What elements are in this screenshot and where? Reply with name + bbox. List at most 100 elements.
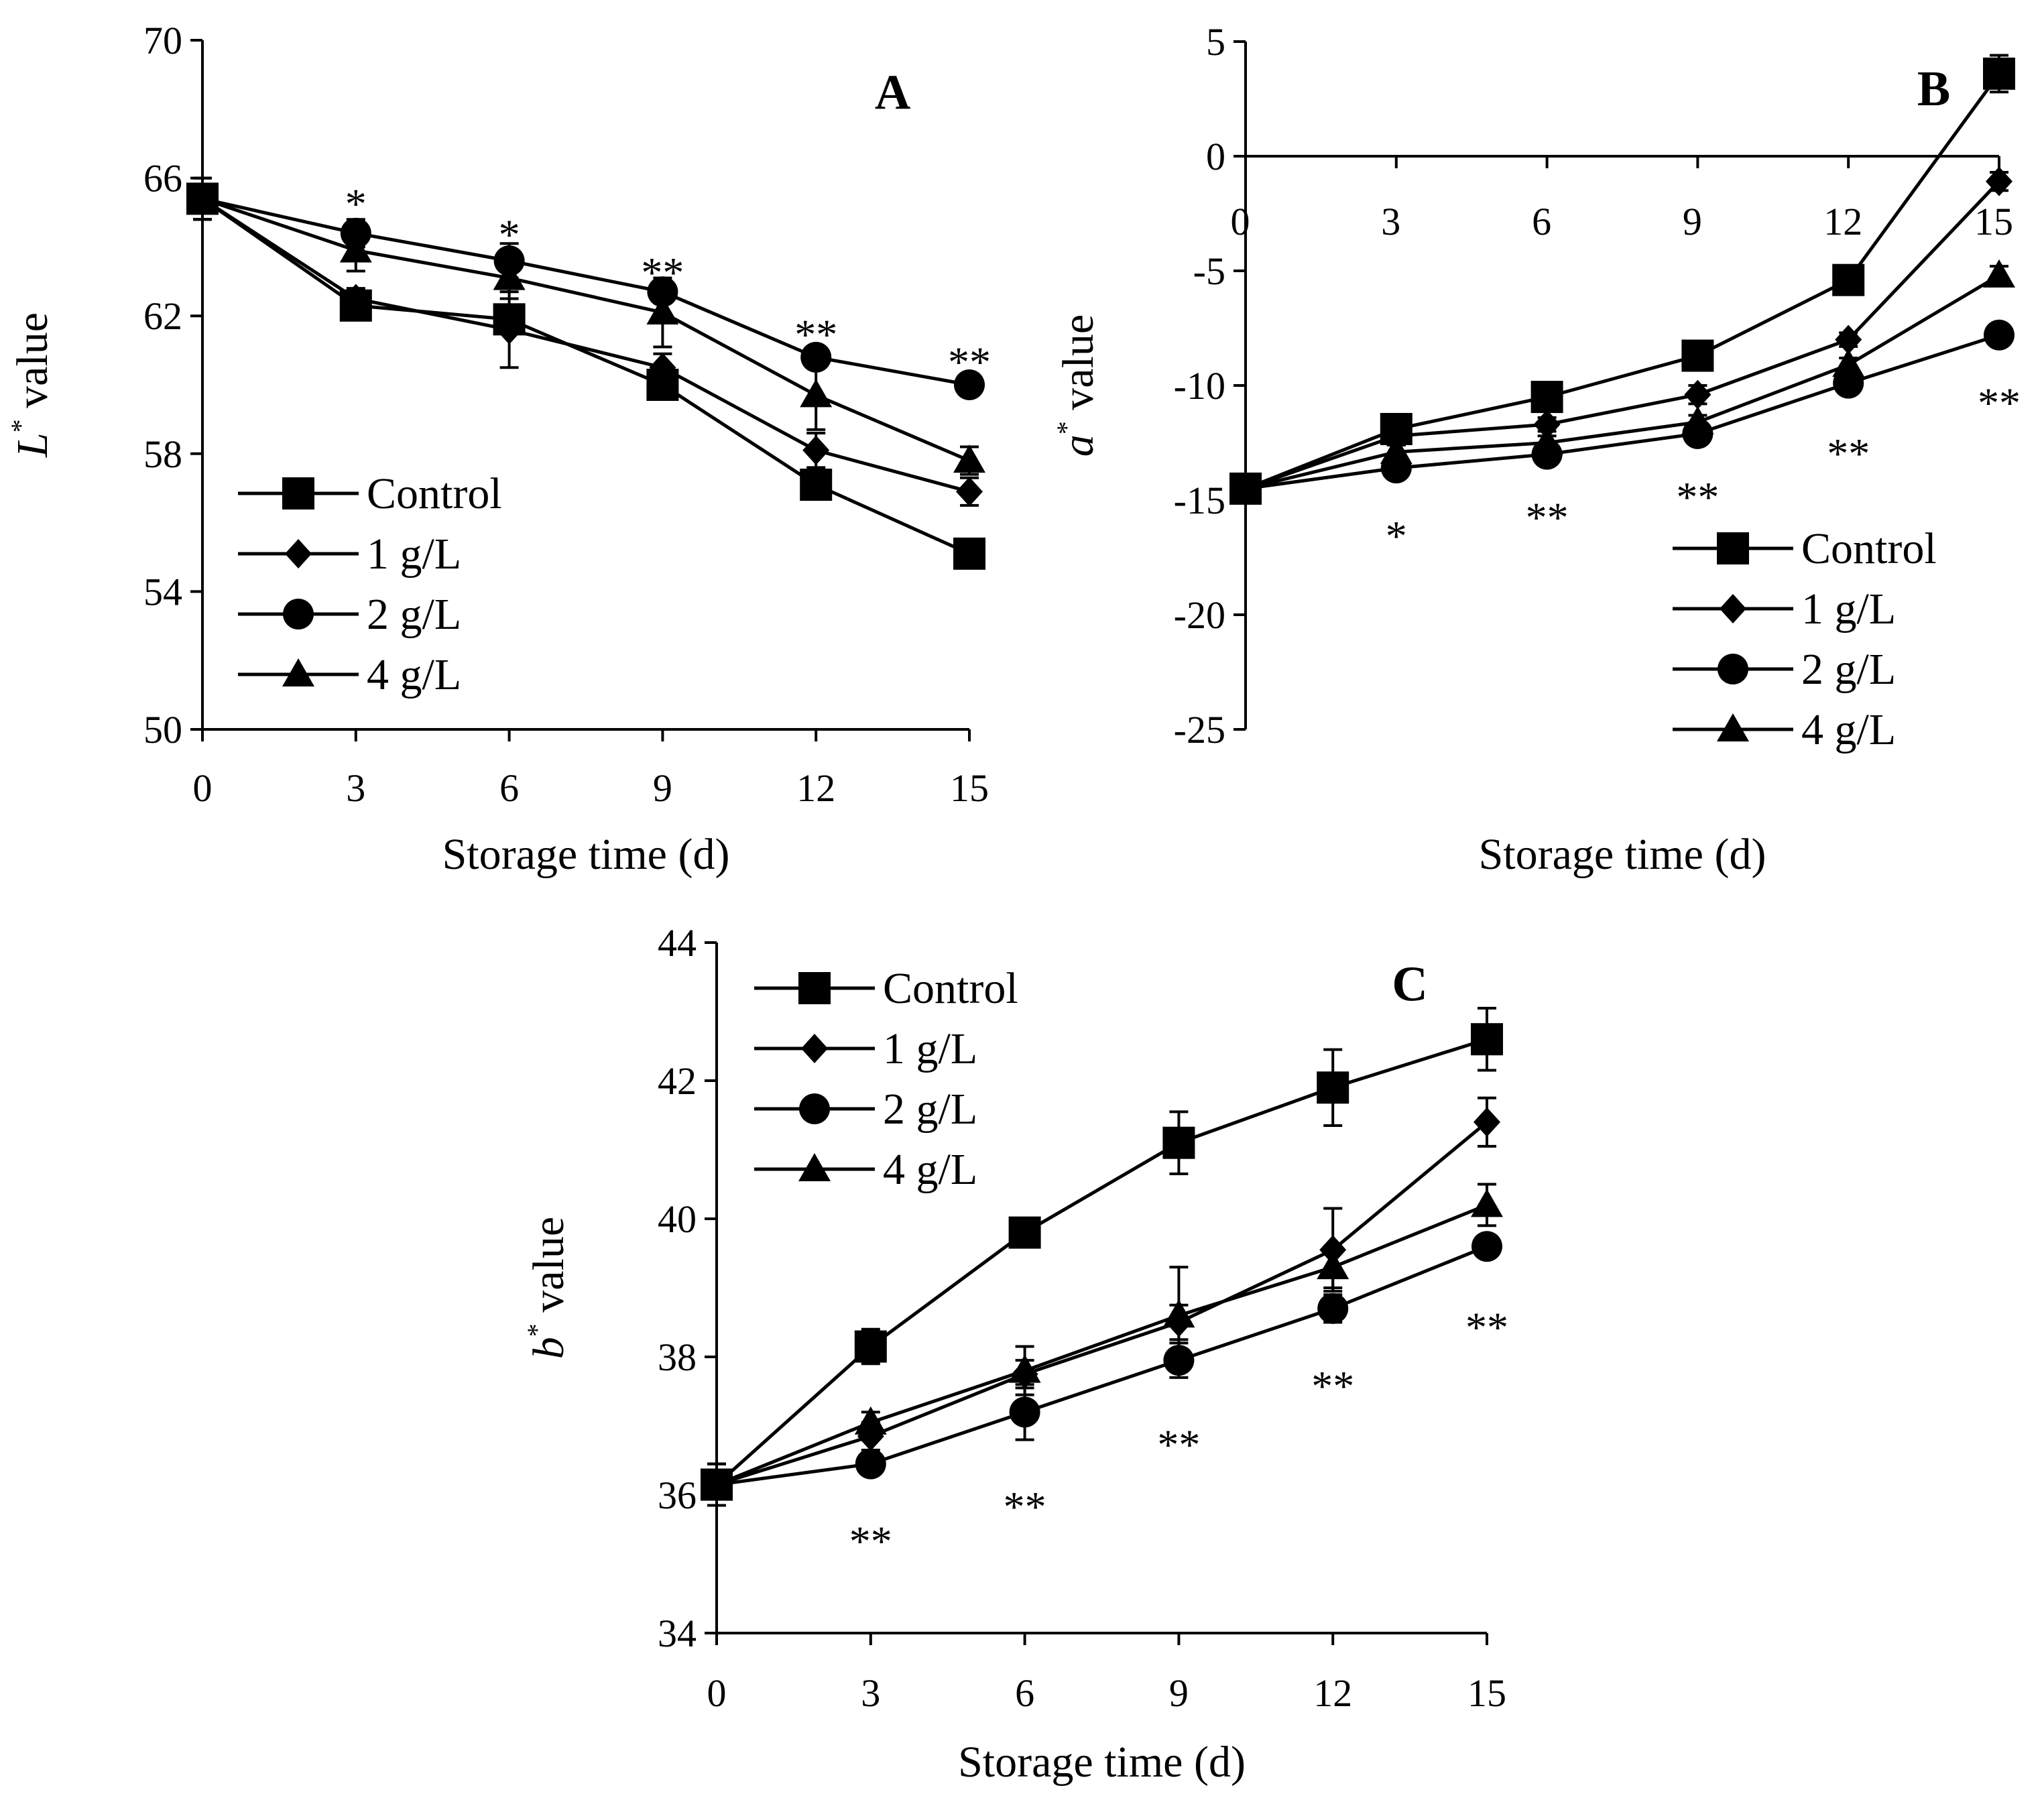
data-point-square xyxy=(1317,1071,1349,1104)
series-1-g-l xyxy=(703,1096,1500,1507)
y-axis-title-variable: a xyxy=(1054,434,1103,457)
y-axis-title-superscript: * xyxy=(522,1323,552,1337)
significance-marker: ** xyxy=(1157,1421,1200,1468)
series-2-g-l xyxy=(187,176,985,400)
y-axis-title-variable: L xyxy=(8,432,57,458)
data-point-triangle xyxy=(701,1468,733,1497)
data-point-square xyxy=(854,1330,887,1363)
legend-label: Control xyxy=(367,469,502,518)
legend-label: 1 g/L xyxy=(883,1024,977,1073)
legend-label: 4 g/L xyxy=(1801,705,1896,754)
data-point-diamond xyxy=(342,284,369,314)
y-tick-label: 42 xyxy=(658,1059,697,1103)
legend-label: 2 g/L xyxy=(883,1085,977,1134)
series-line xyxy=(1245,180,2000,491)
x-tick-label: 3 xyxy=(346,766,365,810)
y-tick-label: 70 xyxy=(143,19,182,62)
legend-marker-triangle xyxy=(1717,713,1749,741)
data-point-triangle xyxy=(1471,1189,1503,1217)
series-line xyxy=(202,197,970,463)
series-line xyxy=(202,196,970,387)
data-point-circle xyxy=(800,341,832,373)
series-4-g-l xyxy=(186,176,985,476)
data-point-square xyxy=(1162,1126,1195,1159)
data-point-triangle xyxy=(339,234,372,263)
legend-label: 2 g/L xyxy=(367,590,461,639)
legend-marker-circle xyxy=(1718,654,1748,684)
data-point-triangle xyxy=(1229,472,1262,501)
y-axis-title-variable: b xyxy=(524,1337,573,1359)
y-tick-label: 54 xyxy=(143,570,182,613)
significance-marker: ** xyxy=(849,1518,892,1565)
x-tick-label: 15 xyxy=(950,766,989,810)
data-point-triangle xyxy=(953,444,985,473)
data-point-square xyxy=(1471,1023,1503,1056)
data-point-circle xyxy=(1317,1293,1349,1324)
legend-label: 2 g/L xyxy=(1801,645,1896,694)
series-line xyxy=(201,197,970,493)
x-axis-title: Storage time (d) xyxy=(442,830,730,879)
x-tick-label: 0 xyxy=(193,766,213,810)
x-tick-label: 12 xyxy=(796,766,835,810)
data-point-circle xyxy=(1009,1396,1040,1428)
significance-marker: ** xyxy=(1311,1362,1354,1410)
y-tick-label: -10 xyxy=(1174,364,1225,408)
data-point-square xyxy=(800,469,833,501)
significance-marker: ** xyxy=(794,311,837,359)
legend-marker-triangle xyxy=(798,1153,831,1181)
data-point-diamond xyxy=(495,314,523,345)
data-point-square xyxy=(1681,339,1714,372)
y-axis-title: a* value xyxy=(1051,314,1103,457)
series-line xyxy=(1245,72,2001,491)
series-4-g-l xyxy=(701,1183,1503,1507)
data-point-square xyxy=(1983,57,2015,90)
data-point-square xyxy=(1008,1216,1041,1249)
y-axis-title-superscript: * xyxy=(1051,421,1081,434)
x-tick-label: 6 xyxy=(1532,200,1551,243)
data-point-triangle xyxy=(1983,259,2015,288)
data-point-diamond xyxy=(1835,324,1862,355)
data-point-square xyxy=(1530,381,1563,414)
y-axis-title-superscript: * xyxy=(5,419,36,432)
legend-label: 1 g/L xyxy=(1801,585,1896,634)
data-point-triangle xyxy=(186,182,219,211)
legend-label: 4 g/L xyxy=(883,1145,977,1194)
x-tick-label: 6 xyxy=(499,766,519,810)
data-point-triangle xyxy=(1317,1251,1349,1280)
y-axis-title-suffix: value xyxy=(1054,314,1103,421)
y-tick-label: 62 xyxy=(143,294,182,338)
data-point-diamond xyxy=(956,477,983,507)
y-tick-label: -25 xyxy=(1174,708,1225,752)
legend-marker-square xyxy=(1717,532,1749,564)
legend-label: Control xyxy=(883,964,1018,1013)
data-point-triangle xyxy=(1681,406,1714,434)
data-point-triangle xyxy=(1530,426,1563,455)
panel-label: C xyxy=(1392,957,1427,1012)
data-point-diamond xyxy=(1533,410,1561,440)
y-axis-title-suffix: value xyxy=(8,312,57,419)
legend-marker-square xyxy=(282,477,314,509)
legend-marker-diamond xyxy=(1720,594,1746,623)
data-point-triangle xyxy=(1162,1299,1195,1328)
legend: Control 1 g/L 2 g/L 4 g/L xyxy=(238,469,502,699)
series-line xyxy=(715,1037,1488,1486)
x-tick-label: 15 xyxy=(1974,200,2013,243)
data-point-diamond xyxy=(649,353,676,383)
series-control xyxy=(1229,54,2015,505)
data-point-triangle xyxy=(646,296,679,325)
data-point-triangle xyxy=(854,1406,887,1435)
data-point-diamond xyxy=(1986,166,2012,196)
legend-marker-diamond xyxy=(285,539,312,568)
data-point-triangle xyxy=(1380,436,1412,465)
y-axis-title: b* value xyxy=(522,1217,573,1359)
legend-label: Control xyxy=(1801,524,1937,573)
data-point-diamond xyxy=(1684,379,1711,410)
y-tick-label: -20 xyxy=(1174,593,1225,637)
significance-marker: * xyxy=(499,211,520,259)
data-point-diamond xyxy=(1474,1107,1500,1137)
significance-marker: * xyxy=(345,180,367,227)
y-tick-label: 34 xyxy=(658,1612,697,1655)
series-2-g-l xyxy=(1230,319,2015,504)
